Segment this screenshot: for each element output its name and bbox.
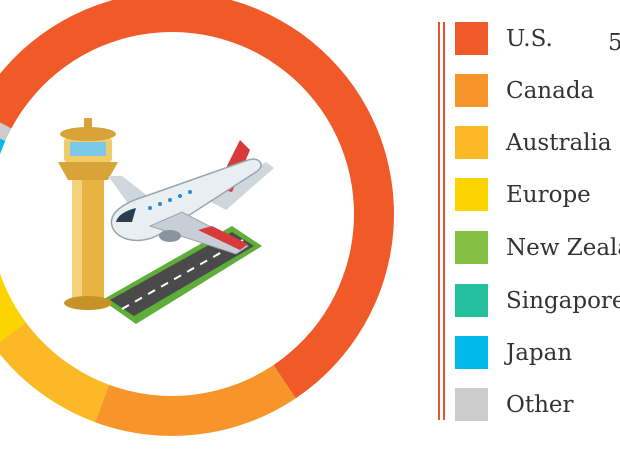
legend-swatch: [455, 126, 488, 159]
legend-item-australia: Australia: [455, 126, 620, 160]
legend-swatch: [455, 336, 488, 369]
control-tower-icon: [58, 118, 118, 310]
legend-label: Singapore: [506, 288, 620, 314]
legend-swatch: [455, 22, 488, 55]
airport-illustration: [58, 118, 274, 324]
airplane-icon: [108, 140, 274, 255]
legend-swatch: [455, 231, 488, 264]
legend-swatch: [455, 388, 488, 421]
legend-label: Canada: [506, 78, 595, 104]
legend-label: New Zealand: [506, 235, 620, 261]
donut-slice-canada: [95, 365, 296, 436]
legend-item-new-zealand: New Zealand: [455, 231, 620, 265]
legend-item-us: U.S.: [455, 22, 620, 56]
legend: U.S. Canada Australia Europe New Zealand…: [455, 22, 620, 432]
legend-divider-right: [443, 22, 445, 420]
legend-divider-left: [438, 22, 440, 420]
legend-swatch: [455, 178, 488, 211]
donut-slice-singapore: [0, 151, 2, 155]
donut-slice-other: [0, 122, 12, 141]
legend-swatch: [455, 284, 488, 317]
legend-item-singapore: Singapore: [455, 284, 620, 318]
legend-label: Australia: [506, 130, 612, 156]
legend-label: Japan: [506, 340, 573, 366]
donut-slice-japan: [0, 138, 6, 152]
donut-slice-europe: [0, 273, 26, 342]
legend-swatch: [455, 74, 488, 107]
legend-item-europe: Europe: [455, 178, 620, 212]
runway-icon: [102, 226, 262, 324]
donut-slice-australia: [0, 322, 110, 423]
donut-slices: [0, 0, 394, 436]
donut-slice-u-s: [0, 0, 394, 399]
us-value-label: 5: [608, 30, 620, 56]
legend-item-other: Other: [455, 388, 620, 422]
legend-label: U.S.: [506, 26, 553, 52]
legend-label: Other: [506, 392, 574, 418]
legend-item-canada: Canada: [455, 74, 620, 108]
legend-item-japan: Japan: [455, 336, 620, 370]
legend-label: Europe: [506, 182, 591, 208]
